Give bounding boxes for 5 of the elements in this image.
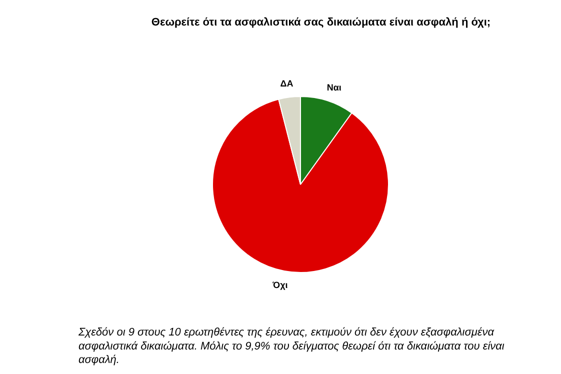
slice-label: ΔΑ — [280, 78, 294, 88]
chart-title: Θεωρείτε ότι τα ασφαλιστικά σας δικαιώματα είναι ασφαλή ή όχι; — [151, 16, 491, 28]
slice-label: Ναι — [326, 82, 342, 92]
text: Σχεδόν οι 9 στους 10 ερωτηθέντες της έρευνας, εκτιμούν ότι δεν έχουν εξασφαλισμένα ασφαλιστικά δικαιώματα. Μόλις το 9,9% του δείγματος θεωρεί ότι τα δικαιώματα του είναι ασφαλή. — [78, 326, 505, 366]
slice-label: Όχι — [272, 280, 288, 290]
